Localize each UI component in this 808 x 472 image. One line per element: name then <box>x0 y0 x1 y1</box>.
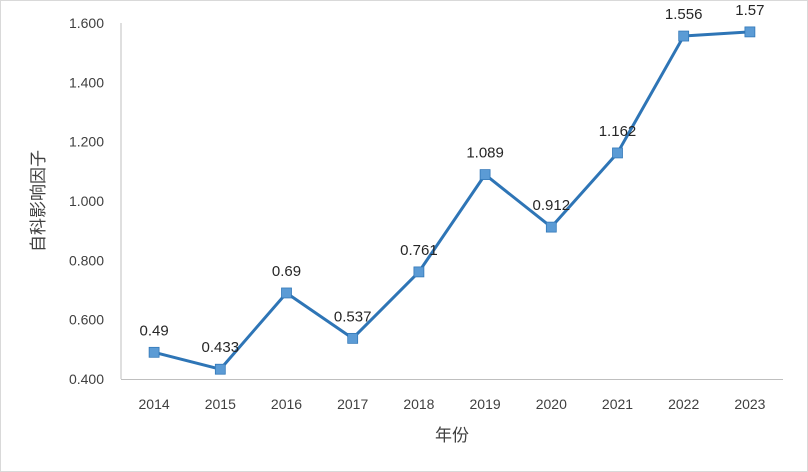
y-tick-label: 1.600 <box>69 15 104 31</box>
y-tick-labels: 0.400 0.600 0.800 1.000 1.200 1.400 1.600 <box>69 15 104 387</box>
data-point-marker <box>545 221 557 233</box>
data-label: 1.57 <box>735 2 764 19</box>
data-point-marker <box>148 346 160 358</box>
y-axis-title: 自科影响因子 <box>29 150 49 252</box>
x-tick-label: 2021 <box>602 396 633 412</box>
data-label: 0.537 <box>334 308 372 325</box>
x-tick-label: 2015 <box>205 396 236 412</box>
y-tick-label: 0.600 <box>69 312 104 328</box>
x-tick-label: 2020 <box>536 396 567 412</box>
data-point-marker <box>281 287 292 299</box>
y-tick-label: 1.200 <box>69 134 104 150</box>
data-point-marker <box>413 266 425 278</box>
data-point-marker <box>214 363 226 375</box>
data-label: 1.556 <box>665 6 703 23</box>
data-label: 1.089 <box>466 145 504 162</box>
data-label: 0.761 <box>400 242 438 259</box>
x-tick-label: 2016 <box>271 396 302 412</box>
x-tick-label: 2022 <box>668 396 699 412</box>
series-markers <box>148 26 756 375</box>
data-label: 0.912 <box>533 197 571 214</box>
x-tick-label: 2018 <box>403 396 434 412</box>
data-label: 0.433 <box>202 339 240 356</box>
data-label: 0.69 <box>272 263 301 280</box>
x-tick-labels: 2014 2015 2016 2017 2018 2019 2020 2021 2022 2023 <box>139 396 766 412</box>
data-point-marker <box>479 169 491 180</box>
data-label: 0.49 <box>139 322 168 339</box>
data-point-marker <box>612 147 623 159</box>
data-label: 1.162 <box>599 123 637 140</box>
data-point-marker <box>347 332 359 344</box>
x-tick-label: 2017 <box>337 396 368 412</box>
data-point-marker <box>744 26 756 38</box>
series-line <box>153 30 750 371</box>
data-point-marker <box>678 30 690 42</box>
y-tick-label: 0.400 <box>69 371 104 387</box>
data-labels: 0.49 0.433 0.69 0.537 0.761 1.089 0.912 1.162 1.… <box>139 2 764 356</box>
y-tick-label: 1.400 <box>69 74 104 90</box>
y-tick-label: 1.000 <box>69 193 104 209</box>
y-tick-label: 0.800 <box>69 252 104 268</box>
x-tick-label: 2023 <box>734 396 765 412</box>
x-axis-title: 年份 <box>435 426 469 446</box>
x-tick-label: 2014 <box>139 396 170 412</box>
x-tick-label: 2019 <box>470 396 501 412</box>
